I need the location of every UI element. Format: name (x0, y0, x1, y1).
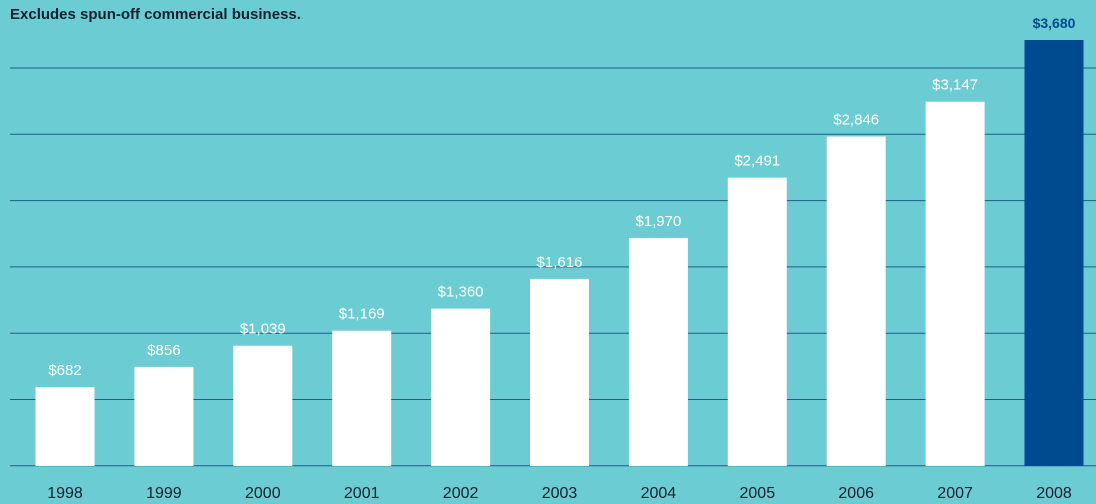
x-tick-label: 2003 (542, 485, 578, 502)
x-tick-label: 2004 (641, 485, 677, 502)
x-tick-label: 2007 (937, 485, 973, 502)
x-tick-label: 2000 (245, 485, 281, 502)
bar-2003 (530, 278, 589, 466)
chart-subtitle: Excludes spun-off commercial business. (10, 6, 301, 23)
bar-2002 (431, 308, 491, 466)
bar-2005 (727, 177, 787, 466)
value-label: $1,039 (240, 321, 286, 338)
x-tick-label: 2005 (740, 485, 776, 502)
value-label: $682 (48, 362, 81, 379)
value-label: $1,360 (438, 284, 484, 301)
x-tick-label: 2006 (838, 485, 874, 502)
value-label: $3,147 (932, 77, 978, 94)
bar-2006 (826, 136, 886, 466)
value-label: $1,616 (537, 254, 583, 271)
bar-1998 (35, 387, 95, 466)
value-label: $2,846 (833, 112, 879, 129)
bar-2007 (925, 101, 985, 466)
x-axis-labels: 1998 1999 2000 2001 2002 2003 2004 2005 2006 2007… (47, 485, 1072, 502)
value-label: $856 (147, 342, 180, 359)
value-labels: $682 $856 $1,039 $1,169 $1,360 $1,616 $1,970 $2… (48, 15, 1075, 379)
value-label: $1,970 (635, 213, 681, 230)
bar-2000 (233, 345, 293, 466)
value-label: $3,680 (1033, 15, 1076, 31)
x-tick-label: 2008 (1036, 485, 1072, 502)
value-label: $2,491 (734, 153, 780, 170)
bar-1999 (134, 366, 194, 466)
bar-2001 (332, 330, 392, 466)
bar-2004 (628, 238, 688, 466)
bars (35, 40, 1084, 466)
x-tick-label: 1999 (146, 485, 182, 502)
x-tick-label: 2002 (443, 485, 479, 502)
x-tick-label: 1998 (47, 485, 83, 502)
bar-2008 (1024, 40, 1084, 466)
value-label: $1,169 (339, 306, 385, 323)
x-tick-label: 2001 (344, 485, 380, 502)
